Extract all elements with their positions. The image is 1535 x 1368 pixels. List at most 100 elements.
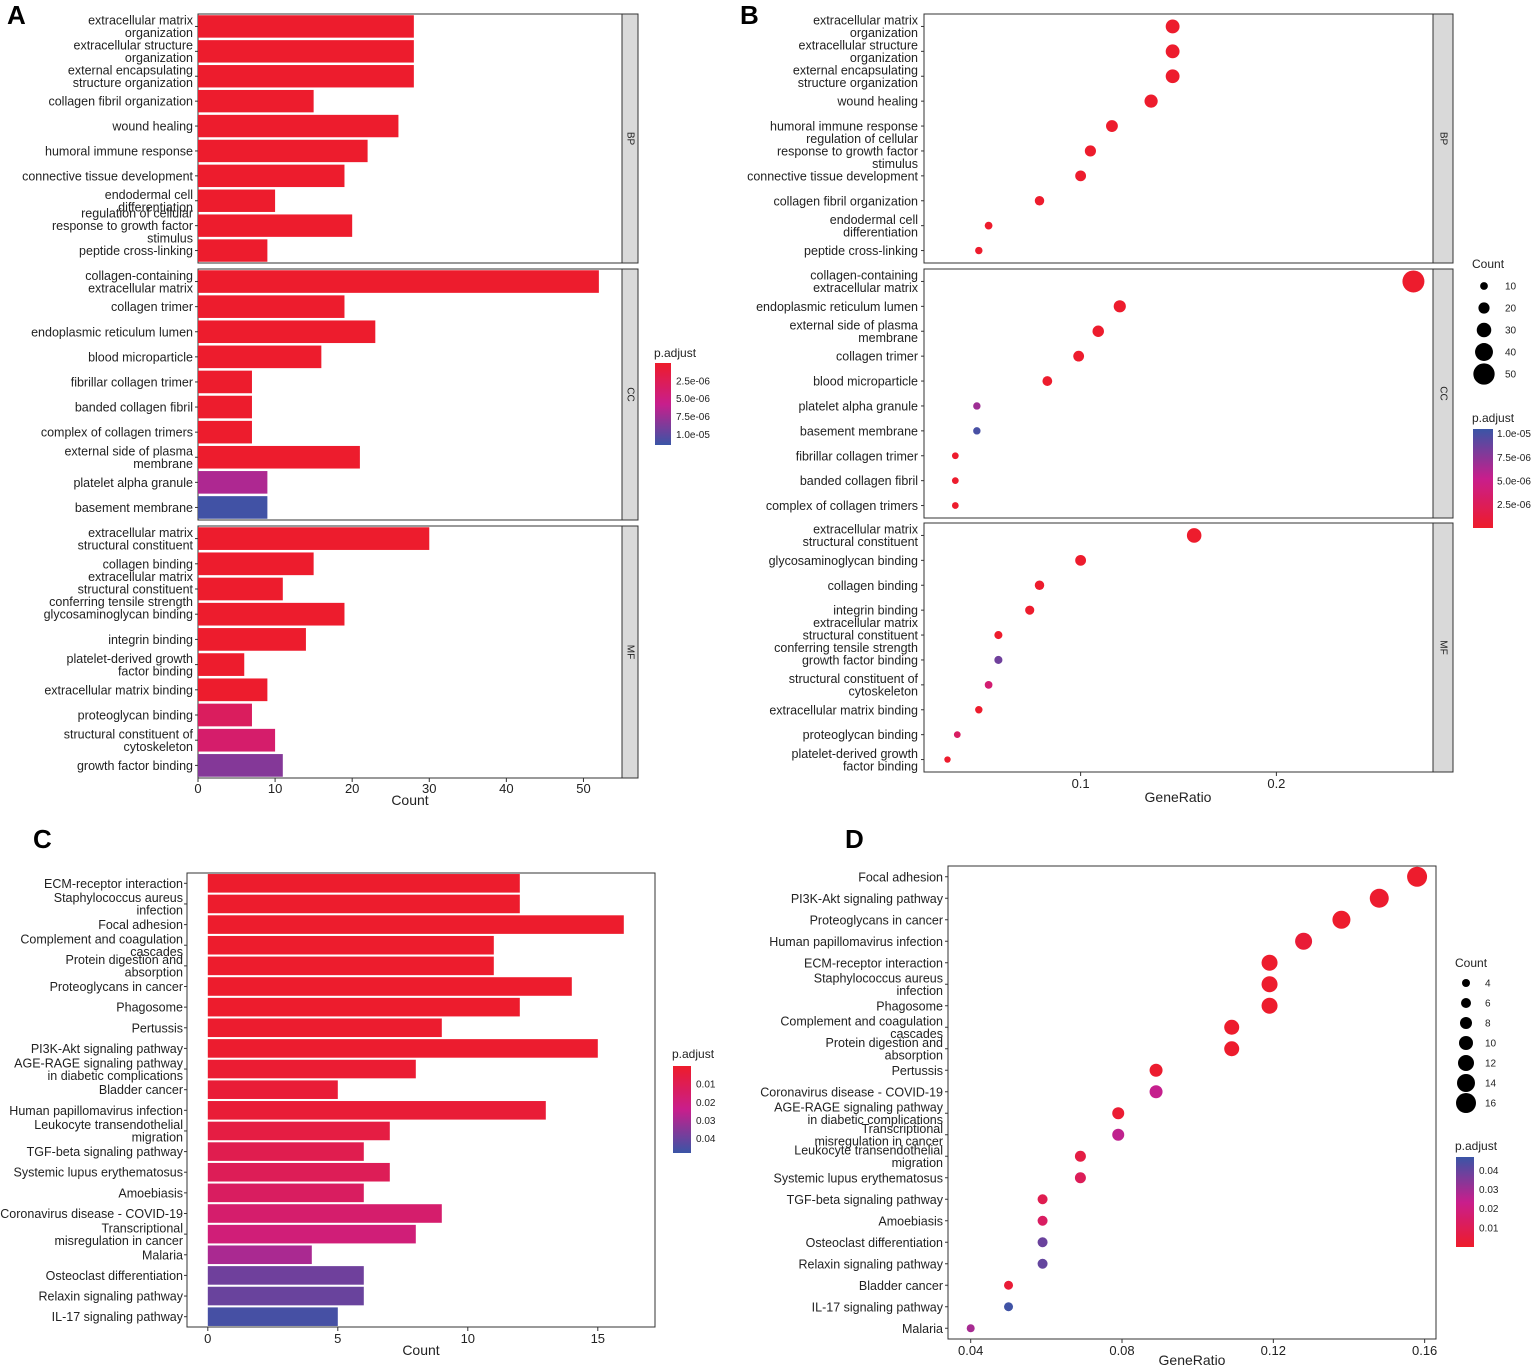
bar (198, 15, 414, 38)
facet-strip (1432, 522, 1454, 773)
dot (1004, 1280, 1014, 1290)
x-tick-label: 10 (268, 781, 282, 796)
y-tick-label: collagen trimer (111, 300, 193, 314)
legend-label: 0.01 (696, 1080, 716, 1091)
legend-label: 16 (1485, 1099, 1497, 1110)
legend-label: 4 (1485, 979, 1491, 990)
y-tick-label: collagen fibril organization (48, 95, 193, 109)
bar (207, 1121, 390, 1141)
x-tick-label: 0.08 (1109, 1343, 1134, 1358)
bar (198, 496, 268, 519)
y-tick-label: Proteoglycans in cancer (50, 980, 183, 994)
panel-letter: B (740, 0, 759, 30)
bar (207, 915, 624, 934)
bar (207, 874, 520, 893)
y-tick-label: ECM-receptor interaction (44, 877, 183, 891)
dot (1261, 976, 1278, 993)
y-tick-label: organization (125, 26, 193, 40)
dot (951, 452, 959, 460)
legend-label: 0.02 (1479, 1204, 1499, 1215)
y-tick-label: banded collagen fibril (800, 474, 918, 488)
y-tick-label: stimulus (872, 157, 918, 171)
x-tick-label: 0 (204, 1331, 211, 1346)
y-tick-label: absorption (885, 1049, 943, 1063)
legend-label: 0.03 (1479, 1185, 1499, 1196)
x-tick-label: 20 (345, 781, 359, 796)
y-tick-label: differentiation (843, 225, 918, 239)
y-tick-label: platelet alpha granule (798, 399, 918, 413)
y-tick-label: migration (132, 1131, 183, 1145)
x-tick-label: 50 (576, 781, 590, 796)
y-tick-label: Bladder cancer (99, 1083, 183, 1097)
bar (198, 40, 414, 63)
bar (207, 1224, 416, 1244)
bar (198, 114, 399, 138)
legend-title: Count (1455, 956, 1488, 970)
y-tick-label: Bladder cancer (859, 1279, 943, 1293)
size-legend-dot (1460, 1017, 1472, 1029)
bar (198, 139, 368, 163)
dot (953, 731, 961, 739)
y-tick-label: blood microparticle (88, 350, 193, 364)
y-tick-label: structure organization (73, 76, 193, 90)
dot (1165, 69, 1180, 84)
y-tick-label: AGE-RAGE signaling pathway (14, 1056, 184, 1070)
legend-label: 0.04 (696, 1134, 716, 1145)
y-tick-label: absorption (125, 966, 183, 980)
dot (944, 756, 951, 763)
color-bar (673, 1066, 691, 1153)
facet-strip-label: CC (1437, 386, 1448, 400)
y-tick-label: infection (896, 984, 943, 998)
y-tick-label: extracellular matrix (88, 570, 194, 584)
bar (207, 1183, 364, 1203)
dot (1034, 196, 1045, 206)
dot (1261, 954, 1278, 971)
y-tick-label: Leukocyte transendothelial (34, 1118, 183, 1132)
bar (198, 164, 345, 188)
legend-label: 40 (1505, 348, 1517, 359)
y-tick-label: AGE-RAGE signaling pathway (774, 1101, 944, 1115)
y-tick-label: Transcriptional (861, 1122, 943, 1136)
bar (198, 65, 414, 88)
panel-d: D Focal adhesion PI3K-Akt signaling pathwa… (760, 824, 1499, 1368)
y-tick-label: Pertussis (892, 1064, 943, 1078)
x-tick-label: 0 (194, 781, 201, 796)
bar (207, 894, 520, 914)
legend-label: 7.5e-06 (676, 412, 710, 423)
y-tick-label: Systemic lupus erythematosus (773, 1171, 943, 1185)
legend-label: 5.0e-06 (1497, 476, 1531, 487)
y-tick-label: peptide cross-linking (79, 244, 193, 258)
y-tick-label: misregulation in cancer (54, 1234, 183, 1248)
y-tick-label: Phagosome (876, 999, 943, 1013)
x-axis-title: Count (402, 1342, 439, 1358)
y-tick-label: Complement and coagulation (20, 932, 183, 946)
color-bar (655, 363, 671, 445)
dot (1224, 1041, 1240, 1057)
y-tick-label: Systemic lupus erythematosus (13, 1166, 183, 1180)
facet-strip-label: CC (624, 387, 635, 401)
bar (198, 320, 376, 344)
y-tick-label: Complement and coagulation (780, 1015, 943, 1029)
dot (1144, 94, 1158, 108)
dot (1369, 888, 1389, 908)
y-tick-label: regulation of cellular (806, 132, 918, 146)
bar (198, 214, 353, 237)
size-legend-dot (1461, 998, 1471, 1008)
y-tick-label: regulation of cellular (81, 207, 193, 221)
bar (198, 370, 252, 394)
y-tick-label: Focal adhesion (858, 870, 943, 884)
x-tick-label: 0.04 (958, 1343, 983, 1358)
panel-letter: C (33, 824, 52, 854)
y-tick-label: TGF-beta signaling pathway (27, 1145, 184, 1159)
y-tick-label: TGF-beta signaling pathway (787, 1193, 944, 1207)
bar (198, 754, 283, 777)
x-tick-label: 40 (499, 781, 513, 796)
dot (1165, 19, 1180, 34)
dot (1042, 376, 1053, 386)
size-legend-dot (1480, 282, 1488, 290)
bar (198, 345, 322, 369)
dot (973, 427, 981, 435)
size-legend-dot (1476, 322, 1492, 338)
legend-label: 0.03 (696, 1116, 716, 1127)
y-tick-label: glycosaminoglycan binding (769, 554, 918, 568)
